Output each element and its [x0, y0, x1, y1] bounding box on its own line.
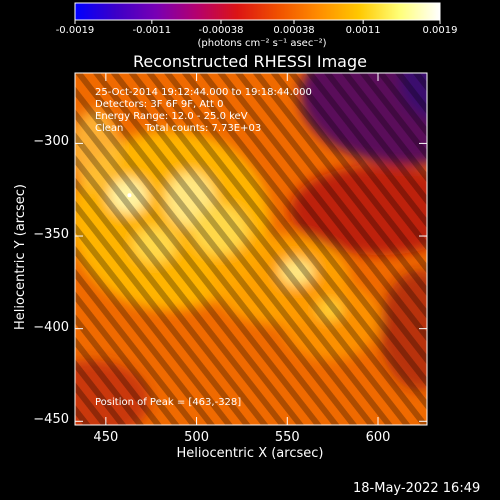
annotation-energy: Energy Range: 12.0 - 25.0 keV	[95, 111, 248, 122]
colorbar-tick-label: -0.0019	[55, 25, 95, 36]
colorbar-tick-label: -0.00038	[198, 25, 244, 36]
annotation-detectors: Detectors: 3F 6F 9F, Att 0	[95, 99, 224, 110]
colorbar-tick-label: 0.0019	[422, 25, 458, 36]
stripe-artifacts	[75, 73, 427, 425]
annotation-clean: Clean	[95, 123, 124, 134]
y-tick-label: −300	[33, 134, 69, 150]
annotation-time-range: 25-Oct-2014 19:12:44.000 to 19:18:44.000	[95, 87, 312, 98]
x-tick-label: 450	[93, 430, 119, 445]
x-axis-label: Heliocentric X (arcsec)	[176, 446, 324, 461]
y-tick-label: −450	[33, 412, 69, 428]
heatmap	[75, 73, 427, 425]
colorbar-unit-label: (photons cm⁻² s⁻¹ asec⁻²)	[197, 38, 327, 49]
date-stamp: 18-May-2022 16:49	[353, 481, 481, 496]
x-tick-label: 600	[365, 430, 391, 445]
y-tick-label: −400	[33, 319, 69, 335]
colorbar-ticks	[74, 20, 441, 24]
axes-frame	[74, 72, 428, 426]
colorbar-tick-label: 0.00038	[273, 25, 315, 36]
peak-marker	[127, 193, 132, 198]
annotation-total-counts: Total counts: 7.73E+03	[145, 123, 262, 134]
y-axis-label: Heliocentric Y (arcsec)	[13, 184, 28, 330]
y-tick-label: −350	[33, 227, 69, 243]
chart-title: Reconstructed RHESSI Image	[133, 52, 367, 71]
axis-ticks	[75, 73, 427, 425]
colorbar-tick-label: 0.0011	[345, 25, 381, 36]
colorbar-gradient	[74, 2, 441, 21]
x-tick-label: 500	[184, 430, 209, 445]
x-tick-label: 550	[274, 430, 300, 445]
colorbar-tick-label: -0.0011	[132, 25, 172, 36]
colorbar	[74, 2, 441, 24]
annotation-peak: Position of Peak = [463,-328]	[95, 397, 242, 408]
